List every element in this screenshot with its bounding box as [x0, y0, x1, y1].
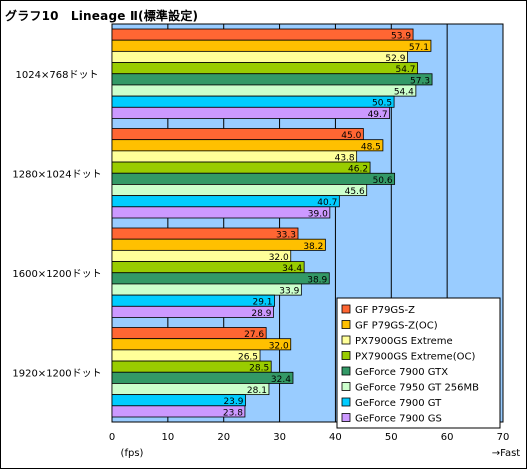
- bar: [111, 227, 299, 240]
- legend-label: GF P79GS-Z(OC): [355, 321, 438, 332]
- legend-label: GeForce 7900 GT: [355, 398, 442, 409]
- data-label: 54.7: [395, 65, 415, 75]
- x-tick-label: 30: [273, 432, 286, 443]
- bar: [111, 371, 294, 384]
- bar: [111, 128, 364, 141]
- bar: [111, 405, 246, 418]
- bar: [111, 261, 305, 274]
- bar: [111, 338, 292, 351]
- legend-swatch: [341, 397, 351, 407]
- chart-title: グラフ10 Lineage Ⅱ(標準設定): [5, 9, 199, 23]
- x-axis-direction-label: →Fast: [492, 448, 521, 459]
- data-label: 28.9: [251, 309, 271, 319]
- bar: [111, 305, 274, 318]
- data-label: 33.3: [276, 231, 296, 241]
- legend-label: GeForce 7950 GT 256MB: [355, 383, 479, 394]
- bar: [111, 360, 272, 373]
- data-label: 43.8: [335, 153, 355, 163]
- data-label: 28.1: [247, 386, 267, 396]
- x-tick-label: 70: [497, 432, 510, 443]
- data-label: 39.0: [308, 209, 328, 219]
- bar: [111, 28, 414, 41]
- legend-label: GF P79GS-Z: [355, 305, 415, 316]
- legend-swatch: [341, 304, 351, 314]
- data-label: 49.7: [368, 110, 388, 120]
- bar: [111, 283, 302, 296]
- bar: [111, 206, 331, 219]
- bar: [111, 50, 408, 63]
- legend-swatch: [341, 413, 351, 422]
- bar: [111, 195, 340, 208]
- legend-label: PX7900GS Extreme: [355, 336, 453, 347]
- data-label: 57.1: [409, 43, 429, 53]
- data-label: 54.4: [394, 88, 414, 98]
- x-tick-label: 0: [109, 432, 115, 443]
- data-label: 32.0: [269, 341, 289, 351]
- x-tick-label: 10: [161, 432, 174, 443]
- x-tick-label: 60: [441, 432, 454, 443]
- x-axis-label: (fps): [121, 448, 144, 459]
- legend-box: [336, 297, 501, 429]
- bar: [111, 39, 432, 52]
- bar: [111, 272, 330, 285]
- data-label: 52.9: [385, 54, 405, 64]
- data-label: 26.5: [238, 352, 258, 362]
- x-tick-label: 20: [217, 432, 230, 443]
- legend-label: GeForce 7900 GTX: [355, 367, 448, 378]
- legend-swatch: [341, 366, 351, 376]
- x-tick-label: 50: [385, 432, 398, 443]
- data-label: 38.9: [307, 275, 327, 285]
- data-label: 40.7: [317, 198, 337, 208]
- x-tick-label: 40: [329, 432, 342, 443]
- bar: [111, 161, 371, 174]
- data-label: 57.3: [410, 76, 430, 86]
- category-label: 1920×1200ドット: [12, 368, 101, 379]
- bar: [111, 150, 358, 163]
- data-label: 32.4: [271, 375, 291, 385]
- data-label: 50.6: [373, 176, 393, 186]
- bar: [111, 383, 270, 396]
- bar: [111, 172, 396, 185]
- bar: [111, 294, 275, 307]
- category-label: 1024×768ドット: [16, 70, 99, 81]
- bar: [111, 73, 433, 86]
- bar: [111, 249, 292, 262]
- data-label: 34.4: [282, 264, 302, 274]
- legend-swatch: [341, 335, 351, 345]
- data-label: 29.1: [252, 298, 272, 308]
- bar: [111, 95, 395, 108]
- data-label: 32.0: [269, 253, 289, 263]
- data-label: 33.9: [279, 287, 299, 297]
- category-label: 1600×1200ドット: [12, 269, 101, 280]
- legend-swatch: [341, 320, 351, 329]
- bar: [111, 184, 368, 197]
- bar: [111, 62, 418, 75]
- legend-swatch: [341, 382, 351, 391]
- bar: [111, 106, 391, 119]
- data-label: 45.0: [341, 131, 361, 141]
- bar: [111, 84, 417, 97]
- legend-swatch: [341, 351, 351, 360]
- data-label: 45.6: [345, 187, 365, 197]
- bar: [111, 327, 267, 340]
- data-label: 28.5: [249, 364, 269, 374]
- data-label: 27.6: [244, 330, 264, 340]
- data-label: 38.2: [303, 242, 323, 252]
- legend-label: GeForce 7900 GS: [355, 414, 442, 425]
- bar: [111, 238, 326, 251]
- data-label: 23.8: [223, 408, 243, 418]
- bar: [111, 139, 384, 152]
- data-label: 48.5: [361, 142, 381, 152]
- data-label: 50.5: [372, 99, 392, 109]
- legend-label: PX7900GS Extreme(OC): [355, 352, 475, 363]
- data-label: 46.2: [348, 165, 368, 175]
- data-label: 23.9: [223, 397, 243, 407]
- data-label: 53.9: [391, 32, 411, 42]
- category-label: 1280×1024ドット: [12, 169, 101, 180]
